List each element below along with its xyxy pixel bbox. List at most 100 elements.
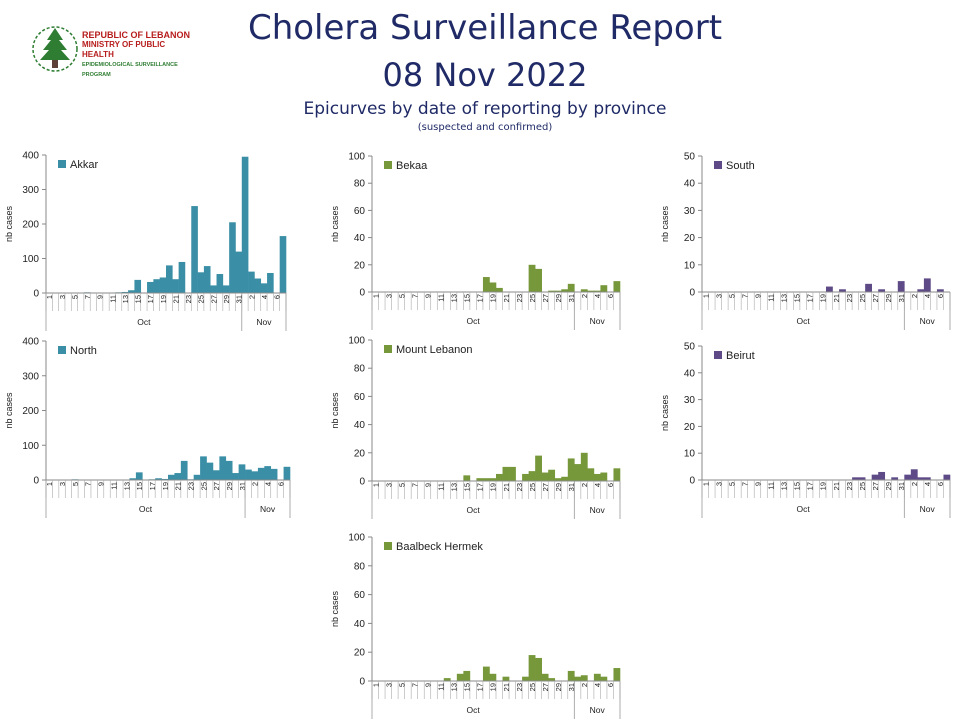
bar <box>476 478 484 481</box>
x-tick-label: 15 <box>463 483 472 491</box>
bar <box>180 460 188 480</box>
bar <box>225 460 233 480</box>
x-tick-label: 9 <box>423 683 432 687</box>
x-tick-label: 23 <box>515 483 524 491</box>
report-note: (suspected and confirmed) <box>417 122 553 133</box>
x-tick-label: 1 <box>371 683 380 687</box>
bar <box>251 471 259 480</box>
x-tick-label: 17 <box>806 482 815 490</box>
x-tick-label: 21 <box>832 294 841 302</box>
x-tick-label: 27 <box>541 294 550 302</box>
bar <box>155 478 162 480</box>
x-tick-label: 17 <box>476 683 485 691</box>
legend-label: North <box>70 345 97 357</box>
bar <box>535 268 542 292</box>
bar <box>535 455 542 481</box>
y-tick-label: 80 <box>354 364 366 375</box>
x-tick-label: 3 <box>714 294 723 298</box>
x-tick-label: 5 <box>397 294 406 298</box>
bar <box>210 285 217 293</box>
bar <box>489 478 497 481</box>
bar <box>191 206 198 293</box>
bar <box>580 675 588 681</box>
bar <box>613 468 621 481</box>
x-tick-label: 5 <box>71 482 80 486</box>
bar <box>456 673 464 681</box>
x-tick-label: 31 <box>897 294 906 302</box>
bar <box>593 473 601 481</box>
x-tick-label: 23 <box>515 683 524 691</box>
bar <box>178 261 186 293</box>
bar <box>613 668 621 681</box>
bar <box>613 281 621 292</box>
bar <box>600 676 608 681</box>
bar <box>270 468 278 480</box>
month-label: Nov <box>590 705 606 715</box>
y-tick-label: 300 <box>22 185 39 196</box>
x-tick-label: 2 <box>580 683 589 687</box>
x-tick-label: 21 <box>171 295 180 303</box>
x-tick-label: 13 <box>121 295 130 303</box>
x-tick-label: 23 <box>845 294 854 302</box>
y-axis-label: nb cases <box>660 205 670 242</box>
y-tick-label: 60 <box>354 590 366 601</box>
bar <box>548 678 556 681</box>
x-tick-label: 13 <box>450 294 459 302</box>
bar <box>135 472 143 480</box>
x-tick-label: 4 <box>260 295 269 299</box>
x-tick-label: 25 <box>528 294 537 302</box>
bar <box>858 477 866 480</box>
month-label: Oct <box>467 505 481 515</box>
bar <box>897 281 905 292</box>
x-tick-label: 3 <box>384 683 393 687</box>
y-axis-label: nb cases <box>330 392 340 429</box>
bar <box>878 471 886 480</box>
bar <box>502 676 510 681</box>
legend-swatch <box>384 161 392 169</box>
x-tick-label: 1 <box>45 295 54 299</box>
bar <box>222 285 230 293</box>
y-axis-label: nb cases <box>330 205 340 242</box>
x-tick-label: 2 <box>910 294 919 298</box>
x-tick-label: 11 <box>767 482 776 490</box>
x-tick-label: 19 <box>161 482 170 490</box>
bar <box>128 290 135 293</box>
x-tick-label: 7 <box>410 683 419 687</box>
bar <box>587 468 595 481</box>
bar <box>235 251 243 293</box>
month-label: Oct <box>137 317 151 327</box>
y-tick-label: 100 <box>348 336 365 347</box>
y-axis-label: nb cases <box>4 392 14 429</box>
y-tick-label: 40 <box>354 619 366 630</box>
x-tick-label: 23 <box>515 294 524 302</box>
bar <box>200 456 207 480</box>
bar <box>129 478 137 480</box>
month-label: Nov <box>256 317 272 327</box>
x-tick-label: 9 <box>423 294 432 298</box>
month-label: Oct <box>467 316 481 326</box>
x-tick-label: 5 <box>727 482 736 486</box>
ministry-logo: REPUBLIC OF LEBANON MINISTRY OF PUBLIC H… <box>30 24 190 78</box>
bar <box>593 290 601 292</box>
y-tick-label: 400 <box>22 337 39 348</box>
y-tick-label: 60 <box>354 206 366 217</box>
y-tick-label: 30 <box>684 206 696 217</box>
bar <box>852 477 859 480</box>
report-subtitle: Epicurves by date of reporting by provin… <box>303 99 667 119</box>
x-tick-label: 3 <box>58 482 67 486</box>
y-tick-label: 40 <box>684 179 696 190</box>
x-tick-label: 4 <box>923 482 932 486</box>
x-tick-label: 27 <box>209 295 218 303</box>
x-tick-label: 25 <box>528 683 537 691</box>
report-date: 08 Nov 2022 <box>382 56 588 94</box>
bar <box>166 265 173 293</box>
x-tick-label: 25 <box>858 482 867 490</box>
bar <box>496 473 503 481</box>
bar <box>943 474 951 480</box>
x-tick-label: 5 <box>397 683 406 687</box>
bar <box>241 156 249 293</box>
